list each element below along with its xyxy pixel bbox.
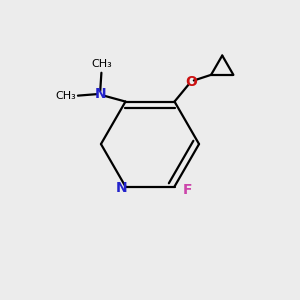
Text: CH₃: CH₃ [56, 91, 76, 100]
Text: F: F [183, 183, 192, 197]
Text: N: N [94, 87, 106, 101]
Text: O: O [185, 75, 197, 89]
Text: CH₃: CH₃ [91, 59, 112, 69]
Text: N: N [116, 181, 128, 195]
